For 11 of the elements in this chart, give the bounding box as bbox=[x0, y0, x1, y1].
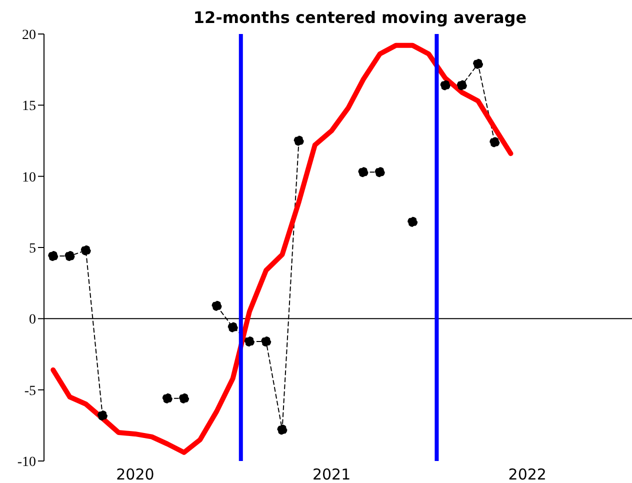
y-tick-label: 15 bbox=[22, 99, 36, 114]
y-tick-label: 20 bbox=[22, 28, 36, 43]
y-tick-label: 5 bbox=[29, 241, 36, 256]
y-tick-label: -5 bbox=[24, 384, 36, 399]
x-tick-label: 2020 bbox=[116, 466, 154, 483]
y-tick-label: 10 bbox=[22, 170, 36, 186]
chart-title: 12-months centered moving average bbox=[192, 8, 528, 28]
x-tick-label: 2021 bbox=[312, 466, 351, 483]
y-tick-label: 0 bbox=[29, 312, 36, 328]
x-tick-label: 2022 bbox=[508, 466, 546, 483]
y-tick-label: -10 bbox=[17, 454, 36, 470]
